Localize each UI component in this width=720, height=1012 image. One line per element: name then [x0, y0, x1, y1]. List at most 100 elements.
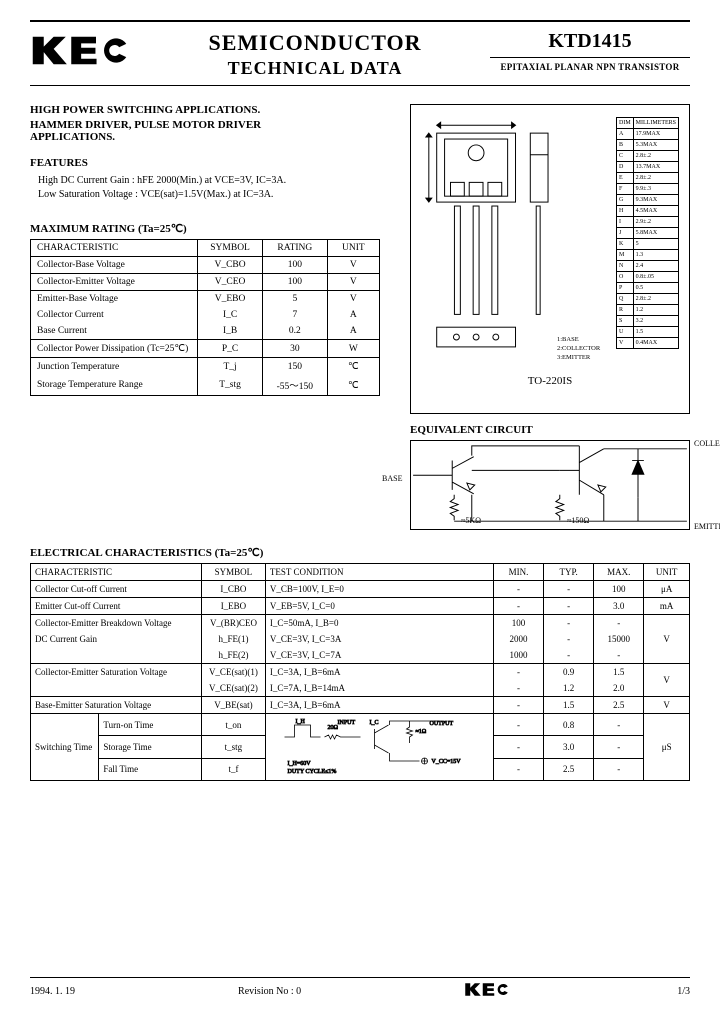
- ec-col-char: CHARACTERISTIC: [31, 564, 202, 581]
- package-drawing-box: DIMMILLIMETERS A17.9MAXB5.3MAXC2.8±.2D13…: [410, 104, 690, 414]
- dim-cell: J: [616, 228, 633, 239]
- header: SEMICONDUCTOR TECHNICAL DATA KTD1415 EPI…: [30, 30, 690, 79]
- ec-col-typ: TYP.: [544, 564, 594, 581]
- equiv-circuit-title: EQUIVALENT CIRCUIT: [410, 424, 690, 436]
- ec-cell: 1000: [493, 647, 543, 664]
- r2-label: ≈150Ω: [567, 516, 589, 525]
- sw-name-2: Fall Time: [99, 758, 202, 780]
- dim-cell: S: [616, 316, 633, 327]
- table-row: Base CurrentI_B0.2A: [31, 323, 380, 340]
- ec-cell: Emitter Cut-off Current: [31, 598, 202, 615]
- table-cell: T_j: [198, 358, 263, 376]
- applications-line3: APPLICATIONS.: [30, 131, 396, 143]
- table-cell: ℃: [327, 358, 379, 376]
- svg-text:I_C: I_C: [369, 720, 378, 726]
- ec-cell: 1.5: [544, 697, 594, 714]
- ec-cell: Base-Emitter Saturation Voltage: [31, 697, 202, 714]
- sw-unit: μS: [644, 714, 690, 781]
- ec-cell: 3.0: [594, 598, 644, 615]
- dim-cell: P: [616, 283, 633, 294]
- max-rating-table: CHARACTERISTIC SYMBOL RATING UNIT Collec…: [30, 239, 380, 396]
- dim-cell: F: [616, 184, 633, 195]
- sw-sym-1: t_stg: [202, 736, 266, 758]
- ec-cell: -: [544, 581, 594, 598]
- sw-min-1: -: [493, 736, 543, 758]
- ec-cell: I_EBO: [202, 598, 266, 615]
- ec-cell: -: [493, 598, 543, 615]
- switching-diagram: I_H 20Ω INPUT I_C ≈1Ω OUTPUT: [270, 717, 489, 777]
- ec-cell: Collector-Emitter Saturation Voltage: [31, 664, 202, 681]
- dim-row: D13.7MAX: [616, 162, 678, 173]
- header-title: SEMICONDUCTOR TECHNICAL DATA: [150, 30, 480, 79]
- dim-cell: C: [616, 151, 633, 162]
- sw-max-1: -: [594, 736, 644, 758]
- ec-cell: DC Current Gain: [31, 631, 202, 647]
- dim-row: C2.8±.2: [616, 151, 678, 162]
- table-row: Emitter-Base VoltageV_EBO5V: [31, 291, 380, 308]
- ec-cell: I_C=7A, I_B=14mA: [265, 680, 493, 697]
- dim-cell: H: [616, 206, 633, 217]
- page: SEMICONDUCTOR TECHNICAL DATA KTD1415 EPI…: [0, 0, 720, 1012]
- ec-cell: μA: [644, 581, 690, 598]
- applications-line2: HAMMER DRIVER, PULSE MOTOR DRIVER: [30, 119, 396, 131]
- package-drawing: DIMMILLIMETERS A17.9MAXB5.3MAXC2.8±.2D13…: [417, 111, 683, 371]
- ec-cell: -: [493, 697, 543, 714]
- ec-cell: 1.5: [594, 664, 644, 681]
- ec-cell: I_CBO: [202, 581, 266, 598]
- table-cell: P_C: [198, 340, 263, 358]
- ec-cell: V_CE=3V, I_C=3A: [265, 631, 493, 647]
- dim-row: O0.8±.05: [616, 272, 678, 283]
- dim-cell: 0.8±.05: [633, 272, 678, 283]
- dim-cell: 9.3MAX: [633, 195, 678, 206]
- table-cell: Collector-Emitter Voltage: [31, 274, 198, 291]
- pin-label-3: 3:EMITTER: [557, 354, 590, 361]
- dim-cell: 2.8±.2: [633, 173, 678, 184]
- table-cell: Collector Current: [31, 307, 198, 323]
- sw-typ-1: 3.0: [544, 736, 594, 758]
- ec-cell: [31, 647, 202, 664]
- footer-row: 1994. 1. 19 Revision No : 0 1/3: [30, 982, 690, 1000]
- ec-header-row: CHARACTERISTIC SYMBOL TEST CONDITION MIN…: [31, 564, 690, 581]
- ec-cell: V: [644, 697, 690, 714]
- dim-cell: K: [616, 239, 633, 250]
- pin-label-1: 1:BASE: [557, 336, 579, 343]
- ec-cell: V_CE(sat)(1): [202, 664, 266, 681]
- ec-cell: V: [644, 664, 690, 697]
- svg-text:DUTY CYCLE≤1%: DUTY CYCLE≤1%: [287, 769, 336, 775]
- body-row1: HIGH POWER SWITCHING APPLICATIONS. HAMME…: [30, 104, 690, 530]
- dim-cell: 5: [633, 239, 678, 250]
- maxrating-title: MAXIMUM RATING (Ta=25℃): [30, 222, 396, 235]
- table-cell: 7: [262, 307, 327, 323]
- footer-rev: Revision No : 0: [238, 986, 301, 997]
- left-column: HIGH POWER SWITCHING APPLICATIONS. HAMME…: [30, 104, 396, 530]
- ec-cell: I_C=3A, I_B=6mA: [265, 697, 493, 714]
- sw-max-0: -: [594, 714, 644, 736]
- ec-row: Emitter Cut-off CurrentI_EBOV_EB=5V, I_C…: [31, 598, 690, 615]
- company-logo: [30, 30, 140, 72]
- sw-max-2: -: [594, 758, 644, 780]
- switching-label: Switching Time: [31, 714, 99, 781]
- dim-row: K5: [616, 239, 678, 250]
- dim-cell: 3.2: [633, 316, 678, 327]
- right-column: DIMMILLIMETERS A17.9MAXB5.3MAXC2.8±.2D13…: [410, 104, 690, 530]
- ec-row: h_FE(2)V_CE=3V, I_C=7A1000--: [31, 647, 690, 664]
- ec-cell: I_C=50mA, I_B=0: [265, 615, 493, 632]
- dim-cell: 5.3MAX: [633, 140, 678, 151]
- title-line2: TECHNICAL DATA: [150, 58, 480, 79]
- part-number: KTD1415: [490, 30, 690, 53]
- ec-cell: [31, 680, 202, 697]
- electrical-title: ELECTRICAL CHARACTERISTICS (Ta=25℃): [30, 546, 690, 559]
- ec-row: Base-Emitter Saturation VoltageV_BE(sat)…: [31, 697, 690, 714]
- title-line1: SEMICONDUCTOR: [150, 30, 480, 56]
- dim-cell: 0.4MAX: [633, 338, 678, 349]
- dim-cell: G: [616, 195, 633, 206]
- ec-cell: -: [594, 647, 644, 664]
- ec-cell: -: [544, 615, 594, 632]
- ec-cell: 2.5: [594, 697, 644, 714]
- sw-output: OUTPUT: [429, 721, 453, 727]
- package-dim-table: DIMMILLIMETERS A17.9MAXB5.3MAXC2.8±.2D13…: [616, 117, 679, 349]
- ec-cell: V_(BR)CEO: [202, 615, 266, 632]
- table-cell: I_B: [198, 323, 263, 340]
- dim-row: Q2.8±.2: [616, 294, 678, 305]
- ec-cell: V_CE(sat)(2): [202, 680, 266, 697]
